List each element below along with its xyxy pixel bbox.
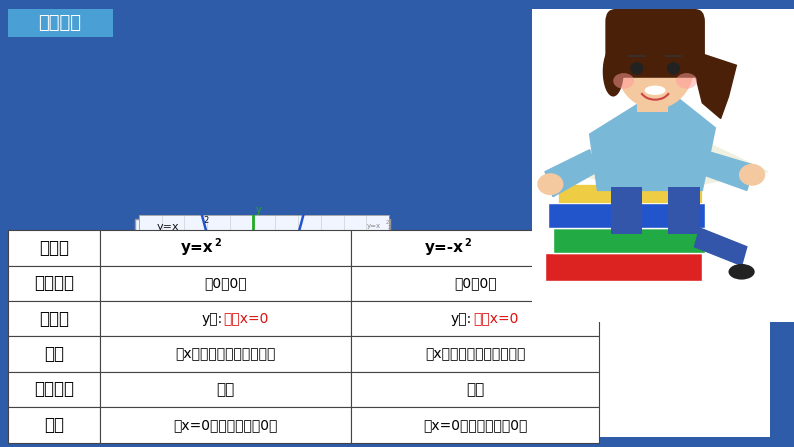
Polygon shape [695,150,754,190]
Text: 2: 2 [340,388,345,397]
Bar [351,337,599,372]
Bar [351,407,599,443]
Text: 向下: 向下 [466,382,484,397]
Ellipse shape [603,46,624,97]
Text: y=x: y=x [157,223,179,232]
Text: 在x轴的上方（除顶点外）: 在x轴的上方（除顶点外） [175,347,276,361]
Bar [558,184,702,203]
Polygon shape [558,140,768,184]
Bar [8,301,99,337]
Ellipse shape [676,73,697,89]
Text: 开口方向: 开口方向 [34,380,74,398]
Text: 位置: 位置 [44,345,64,363]
Bar [351,266,599,301]
Text: 当x=0时，最大值为0。: 当x=0时，最大值为0。 [423,418,527,432]
Text: 2: 2 [214,238,222,248]
Ellipse shape [538,173,564,195]
Ellipse shape [739,164,765,186]
Text: y: y [256,205,262,215]
Text: 2: 2 [388,225,391,231]
Text: y=x: y=x [181,240,214,255]
Bar [8,266,99,301]
Text: 极值: 极值 [44,416,64,434]
Ellipse shape [630,62,643,75]
FancyBboxPatch shape [605,9,705,78]
Bar [8,407,99,443]
Text: （0，0）: （0，0） [204,276,247,290]
Text: y轴:: y轴: [451,312,472,326]
Bar [99,372,351,407]
Text: 在x轴的下方（除顶点外）: 在x轴的下方（除顶点外） [425,347,526,361]
Polygon shape [695,228,747,266]
Text: 2: 2 [464,238,472,248]
Polygon shape [590,97,715,190]
Bar [99,266,351,301]
Text: 2: 2 [204,215,209,224]
Text: 对称轴: 对称轴 [39,310,69,328]
Bar [99,407,351,443]
Bar [99,337,351,372]
Bar [8,372,99,407]
Text: y=-x: y=-x [425,240,464,255]
Ellipse shape [613,73,634,89]
Text: x: x [389,301,395,311]
Bar [611,187,642,234]
Text: 当x=0时，最小值为0。: 当x=0时，最小值为0。 [173,418,278,432]
Bar [669,187,700,234]
Bar [351,372,599,407]
Text: 齐声朗读: 齐声朗读 [38,14,82,32]
Ellipse shape [667,62,680,75]
Bar [545,253,702,281]
Polygon shape [689,50,736,118]
Text: y=x: y=x [366,224,380,229]
Text: y=-x: y=-x [366,229,383,236]
Bar [99,230,351,266]
Text: 向上: 向上 [216,382,234,397]
Text: （0，0）: （0，0） [454,276,496,290]
Bar [8,230,99,266]
Bar [8,9,113,37]
Bar [135,219,390,419]
Bar [351,230,599,266]
Ellipse shape [616,21,695,109]
Bar [637,93,669,112]
Ellipse shape [645,86,665,95]
Bar [548,203,705,228]
Bar [99,301,351,337]
Bar [540,217,770,437]
Text: 2: 2 [386,219,389,224]
Text: y=-x: y=-x [294,396,320,405]
Text: 直线x=0: 直线x=0 [224,312,269,326]
Bar [8,337,99,372]
Text: 顶点坐标: 顶点坐标 [34,274,74,292]
Text: y轴:: y轴: [201,312,222,326]
Bar [553,228,705,253]
Ellipse shape [728,264,754,280]
Text: 直线x=0: 直线x=0 [473,312,518,326]
Polygon shape [545,150,597,197]
Bar [351,301,599,337]
Text: 抛物线: 抛物线 [39,239,69,257]
